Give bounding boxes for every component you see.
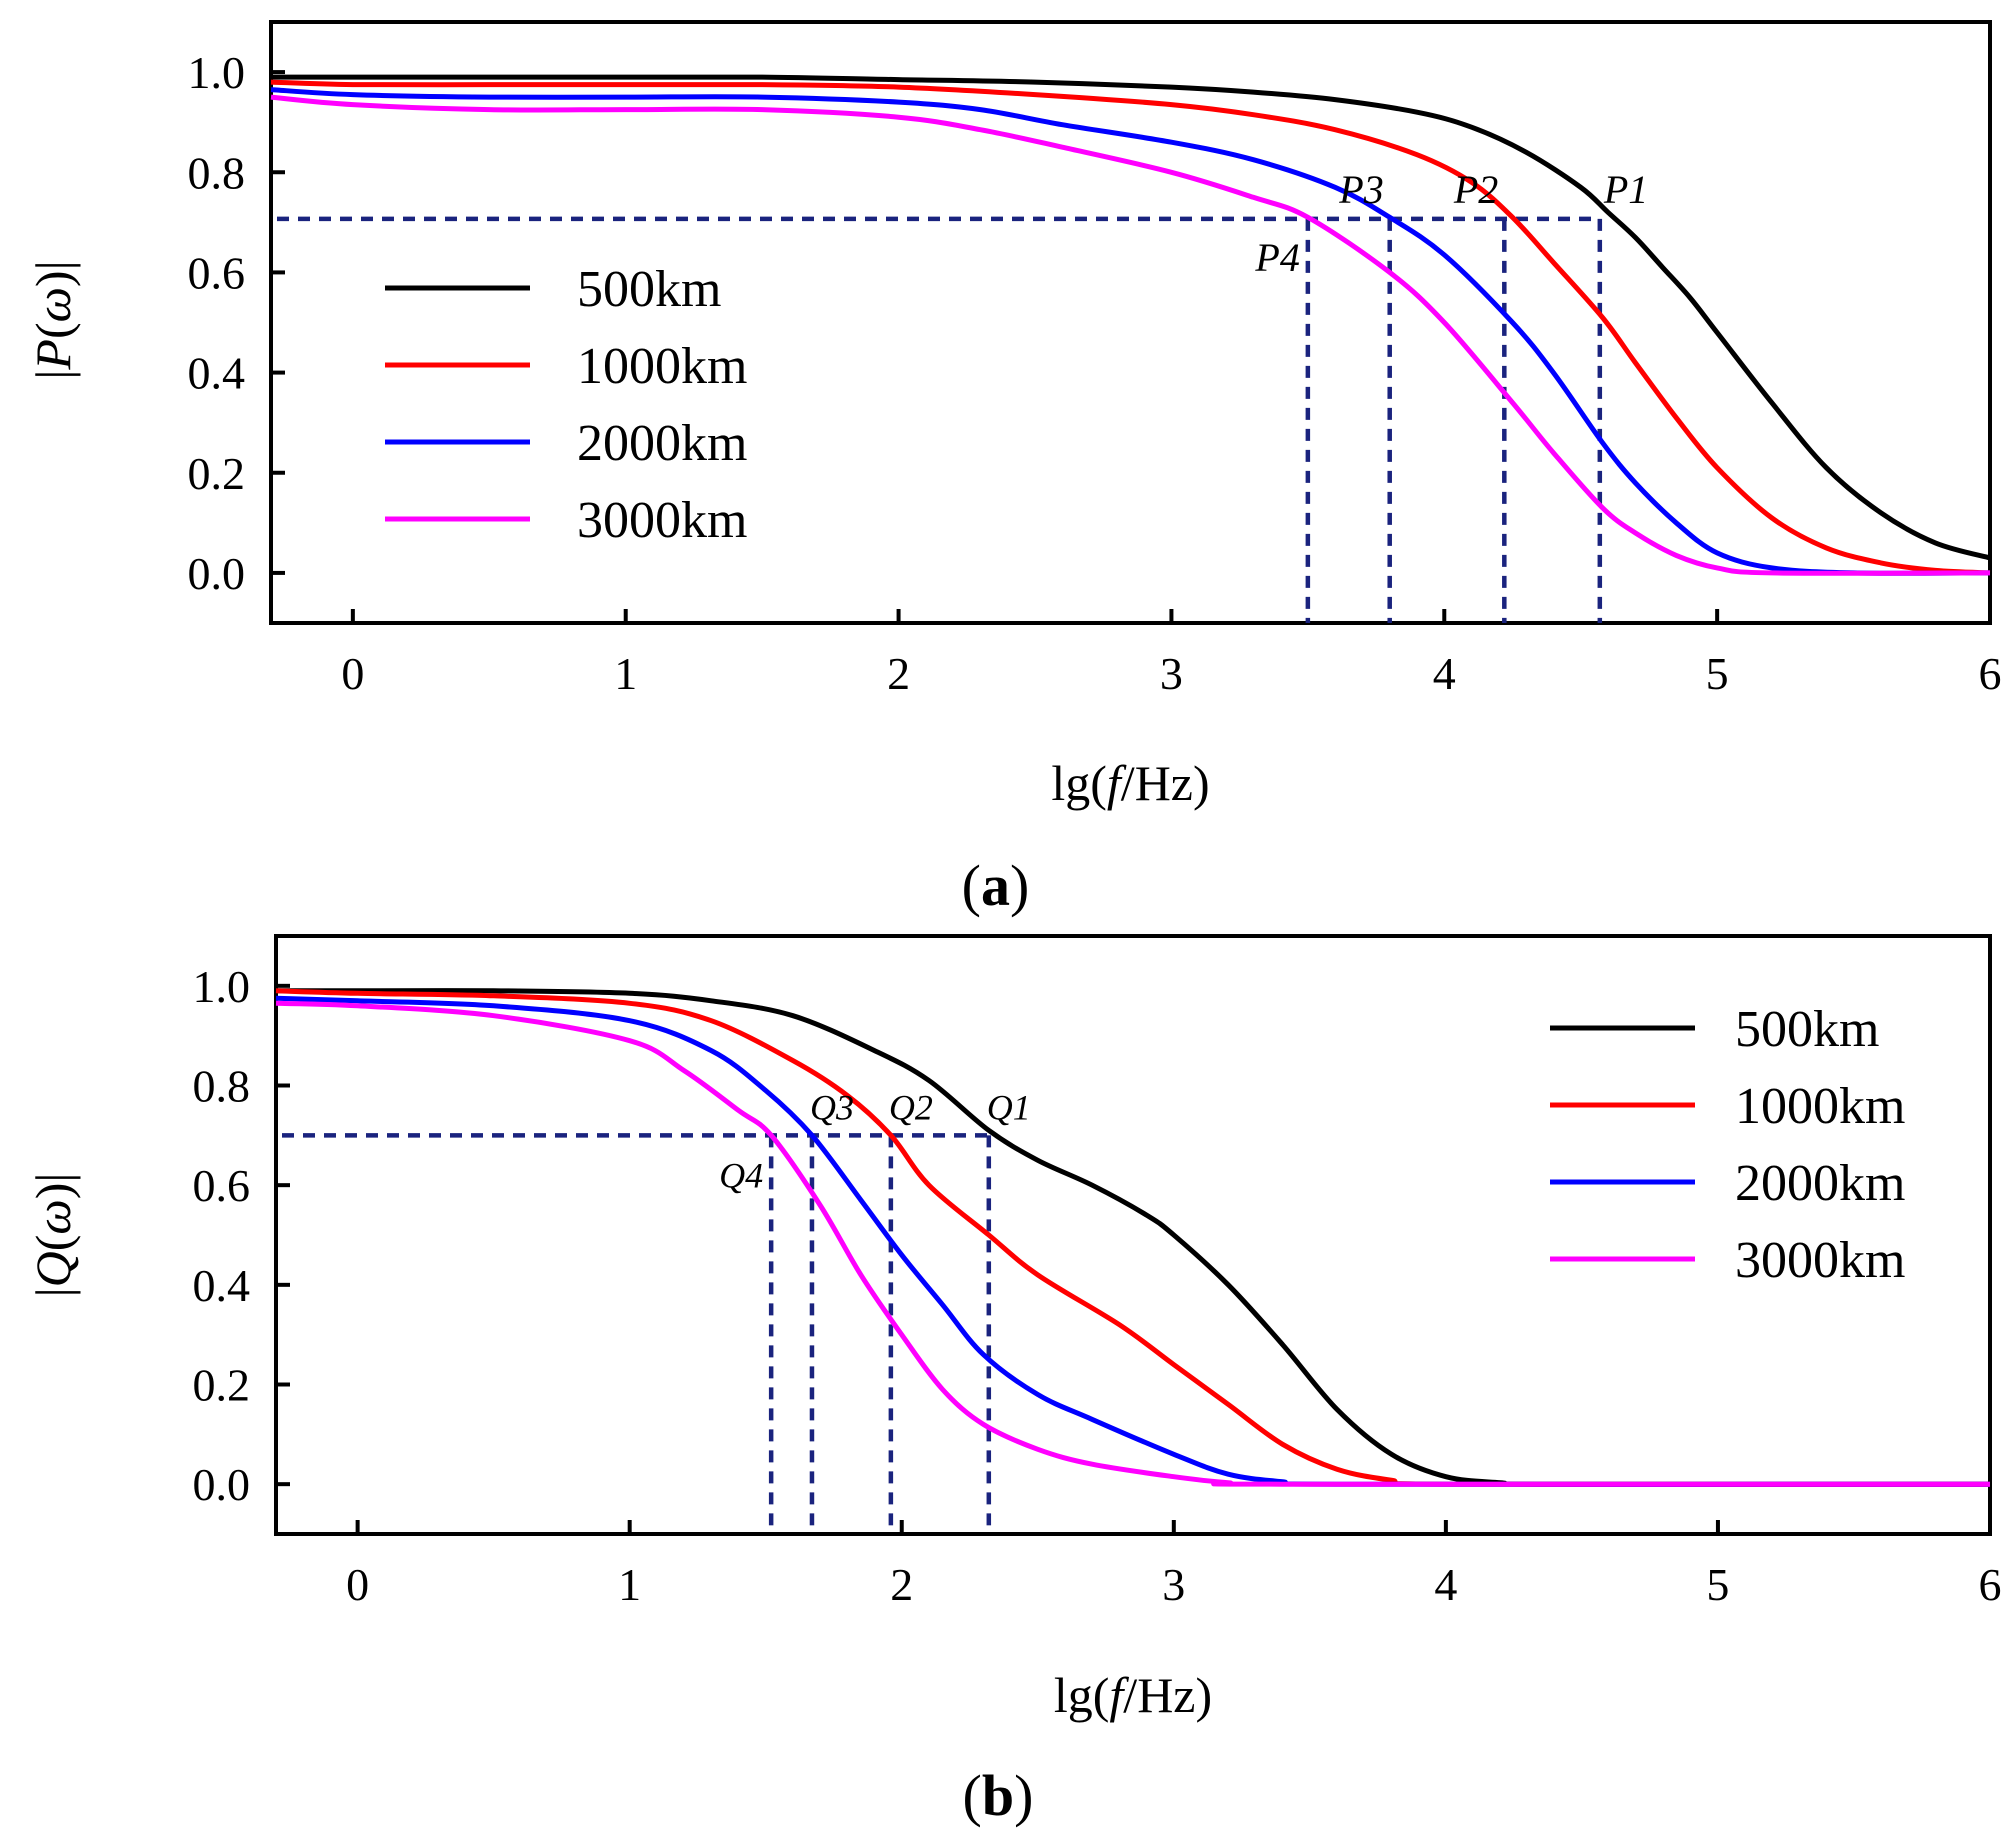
y-axis-label-paren: ) xyxy=(25,1183,81,1200)
marker-label-P2: P2 xyxy=(1453,167,1498,212)
x-tick-label: 6 xyxy=(1979,648,2002,699)
y-tick-label: 0.0 xyxy=(193,1459,251,1510)
x-tick-label: 4 xyxy=(1433,648,1456,699)
y-axis-label-bar: | xyxy=(25,370,81,380)
y-axis-label-var: ω xyxy=(25,287,81,322)
x-axis-label-suffix: /Hz) xyxy=(1121,755,1210,811)
series-line-500km xyxy=(271,74,1991,561)
x-tick-label: 5 xyxy=(1706,1559,1729,1610)
y-axis-label-paren: ) xyxy=(25,270,81,287)
panel-label-paren: ( xyxy=(963,1763,982,1828)
x-tick-label: 5 xyxy=(1706,648,1729,699)
series-line-1000km xyxy=(270,79,1991,576)
legend-label: 3000km xyxy=(577,492,747,549)
x-tick-label: 3 xyxy=(1162,1559,1185,1610)
x-axis-label-prefix: lg( xyxy=(1054,1667,1110,1723)
x-tick-label: 2 xyxy=(890,1559,913,1610)
marker-label-P4: P4 xyxy=(1254,235,1299,280)
y-tick-label: 0.0 xyxy=(188,548,246,599)
x-tick-label: 0 xyxy=(341,648,364,699)
legend-label: 1000km xyxy=(577,338,747,395)
x-tick-label: 3 xyxy=(1160,648,1183,699)
chart-panel-a: 0 1 2 3 4 5 6 0.0 0.2 0.4 0.6 0.8 1.0 P1 P2 P3 P4 500km 10… xyxy=(25,20,2002,918)
marker-label-Q2: Q2 xyxy=(889,1087,933,1127)
y-axis-label-bar: | xyxy=(25,1287,81,1297)
legend-label: 2000km xyxy=(1735,1155,1905,1212)
y-tick-label: 0.6 xyxy=(188,247,246,298)
series-line-2000km xyxy=(270,87,1991,576)
legend-label: 1000km xyxy=(1735,1078,1905,1135)
x-axis-label: lg(f/Hz) xyxy=(1051,755,1209,811)
legend-label: 2000km xyxy=(577,415,747,472)
y-tick-label: 1.0 xyxy=(193,961,251,1012)
x-tick-label: 6 xyxy=(1979,1559,2002,1610)
marker-label-P3: P3 xyxy=(1338,167,1383,212)
x-tick-label: 2 xyxy=(887,648,910,699)
legend-label: 500km xyxy=(577,261,721,318)
series-line-1000km xyxy=(275,988,1991,1487)
marker-label-Q1: Q1 xyxy=(987,1087,1031,1127)
panel-label-paren: ( xyxy=(962,853,981,918)
y-tick-label: 0.6 xyxy=(193,1160,251,1211)
panel-label: (b) xyxy=(963,1763,1034,1828)
y-axis-label: |Q(ω)| xyxy=(25,1173,81,1298)
y-axis-label-paren: ( xyxy=(25,1235,81,1252)
series-line-2000km xyxy=(275,995,1991,1487)
y-axis-label-var: ω xyxy=(25,1199,81,1234)
y-axis-label-func: P xyxy=(25,339,81,371)
marker-label-P1: P1 xyxy=(1603,167,1648,212)
panel-label-paren: ) xyxy=(1010,853,1029,918)
y-axis-label: |P(ω)| xyxy=(25,260,81,379)
series-line-500km xyxy=(276,988,1991,1487)
chart-panel-b: 0 1 2 3 4 5 6 0.0 0.2 0.4 0.6 0.8 1.0 Q1 Q2 Q3 Q4 500km 10… xyxy=(25,934,2002,1828)
y-tick-label: 0.2 xyxy=(193,1360,251,1411)
y-axis-label-bar: | xyxy=(25,260,81,270)
marker-label-Q3: Q3 xyxy=(810,1087,854,1127)
y-tick-label: 0.8 xyxy=(188,147,246,198)
x-tick-label: 4 xyxy=(1434,1559,1457,1610)
legend-label: 500km xyxy=(1735,1001,1879,1058)
marker-label-Q4: Q4 xyxy=(719,1155,763,1195)
y-tick-label: 0.4 xyxy=(188,348,246,399)
plot-frame xyxy=(269,20,1992,625)
y-axis-label-bar: | xyxy=(25,1173,81,1183)
y-tick-label: 0.8 xyxy=(193,1061,251,1112)
y-axis-label-func: Q xyxy=(25,1251,81,1287)
x-tick-label: 0 xyxy=(346,1559,369,1610)
y-axis-label-paren: ( xyxy=(25,322,81,339)
legend-label: 3000km xyxy=(1735,1232,1905,1289)
x-tick-label: 1 xyxy=(614,648,637,699)
x-tick-label: 1 xyxy=(618,1559,641,1610)
y-tick-label: 0.4 xyxy=(193,1260,251,1311)
panel-label-paren: ) xyxy=(1014,1763,1033,1828)
x-axis-label-prefix: lg( xyxy=(1051,755,1107,811)
y-tick-label: 0.2 xyxy=(188,448,246,499)
y-tick-label: 1.0 xyxy=(188,47,246,98)
x-axis-label-suffix: /Hz) xyxy=(1123,1667,1212,1723)
plot-frame xyxy=(274,934,1992,1536)
series-line-3000km xyxy=(270,94,1991,576)
series-line-3000km xyxy=(275,1000,1991,1487)
x-axis-label: lg(f/Hz) xyxy=(1054,1667,1212,1723)
panel-label-letter: a xyxy=(981,853,1010,918)
panel-label: (a) xyxy=(962,853,1030,918)
panel-label-letter: b xyxy=(982,1763,1014,1828)
